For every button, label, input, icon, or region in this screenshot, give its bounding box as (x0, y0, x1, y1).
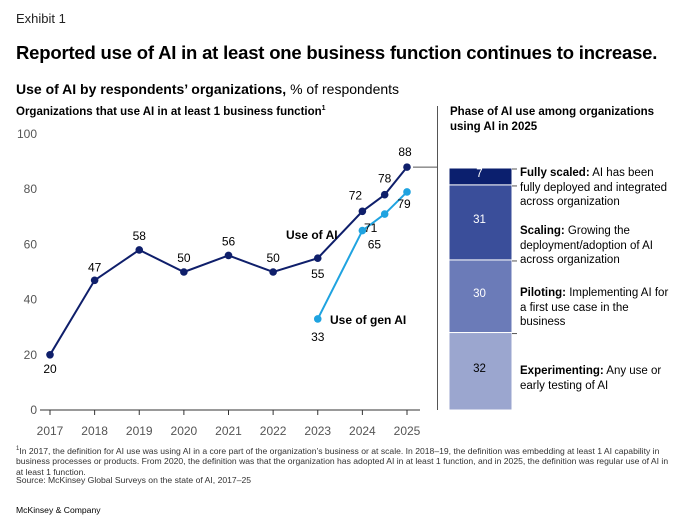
phase-text: Implementing AI for a first use case in … (520, 287, 669, 328)
footnote-number: 1 (16, 446, 20, 452)
phase-name: Piloting: (520, 287, 566, 299)
phase-name: Scaling: (520, 225, 565, 237)
phase-description: Scaling: Growing the deployment/adoption… (520, 224, 670, 268)
y-tick-label: 40 (24, 293, 38, 307)
x-tick-label: 2019 (126, 424, 153, 438)
chart-canvas: 0 20 40 60 80 100 2017 2018 2019 2020 2021 2022 2023… (17, 127, 517, 438)
phase-text: AI has been fully deployed and integrate… (520, 167, 668, 208)
data-label-use-of-ai: 88 (398, 145, 412, 159)
phase-text: Any use or early testing of AI (520, 365, 662, 392)
data-point-use-of-ai (269, 268, 277, 276)
data-point-use-of-ai (224, 251, 233, 260)
source-note: Source: McKinsey Global Surveys on the s… (16, 475, 252, 485)
panel-divider (437, 106, 438, 410)
footnote: 1In 2017, the definition for AI use was … (16, 444, 670, 478)
data-label-use-of-ai: 55 (311, 267, 325, 281)
brand-logo-text: McKinsey & Company (16, 505, 101, 515)
right-panel-heading: Phase of AI use among organizations usin… (450, 106, 655, 133)
phase-description: Piloting: Implementing AI for a first us… (520, 286, 670, 330)
bar-segment-value-label: 32 (473, 363, 486, 376)
subtitle-bold: Use of AI by respondents’ organizations, (16, 81, 287, 97)
data-label-use-of-ai: 50 (266, 251, 280, 265)
left-heading-text: Organizations that use AI in at least 1 … (16, 105, 322, 118)
x-tick-label: 2018 (81, 424, 108, 438)
series-line-use-of-ai (49, 166, 408, 356)
x-tick-label: 2021 (215, 424, 242, 438)
phase-descriptions: Fully scaled: AI has been fully deployed… (520, 166, 670, 393)
data-point-use-of-ai (180, 268, 188, 276)
data-point-use-of-ai (358, 207, 367, 216)
left-panel-heading: Organizations that use AI in at least 1 … (16, 105, 326, 118)
x-tick-label: 2024 (349, 424, 376, 438)
data-label-use-of-ai: 20 (43, 362, 57, 376)
footnote-text: In 2017, the definition for AI use was u… (16, 445, 669, 478)
bar-segment-piloting (448, 259, 513, 334)
data-label-use-of-gen-ai: 71 (364, 221, 378, 235)
series-line-use-of-gen-ai (316, 191, 408, 320)
data-point-use-of-ai (313, 254, 322, 262)
data-label-use-of-gen-ai: 33 (311, 330, 325, 344)
data-label-use-of-ai: 56 (222, 234, 236, 248)
chart-title: Reported use of AI in at least one busin… (16, 42, 658, 63)
bar-segment-value-label: 7 (476, 168, 483, 181)
phase-description: Fully scaled: AI has been fully deployed… (520, 166, 670, 210)
footnote-mark: 1 (321, 105, 326, 112)
exhibit-label: Exhibit 1 (16, 11, 66, 26)
phase-name: Fully scaled: (520, 167, 590, 179)
bar-segment-experimenting (448, 332, 513, 411)
x-tick-label: 2025 (394, 424, 421, 438)
chart-subtitle: Use of AI by respondents’ organizations,… (16, 81, 399, 97)
x-tick-label: 2017 (37, 424, 64, 438)
series-name-use-of-gen-ai: Use of gen AI (330, 313, 406, 327)
x-tick-label: 2022 (260, 424, 287, 438)
data-label-use-of-gen-ai: 79 (397, 197, 411, 211)
y-tick-label: 100 (17, 127, 37, 141)
y-tick-label: 0 (30, 403, 37, 417)
data-point-use-of-gen-ai (380, 210, 389, 218)
bar-segment-value-label: 30 (473, 288, 486, 301)
y-tick-label: 20 (24, 348, 38, 362)
data-label-use-of-ai: 47 (88, 260, 102, 274)
data-label-use-of-gen-ai: 65 (368, 238, 382, 252)
data-label-use-of-ai: 72 (349, 188, 363, 202)
bar-segment-labels: 7 31 30 32 (448, 0, 511, 440)
subtitle-rest: % of respondents (286, 81, 400, 97)
data-label-use-of-ai: 78 (378, 172, 392, 186)
bar-segment-value-label: 31 (473, 214, 486, 227)
data-label-use-of-ai: 50 (177, 251, 191, 265)
data-point-use-of-ai (403, 163, 411, 171)
data-point-use-of-ai (380, 190, 389, 199)
data-point-use-of-gen-ai (403, 188, 411, 196)
phase-description: Experimenting: Any use or early testing … (520, 364, 670, 393)
data-point-use-of-gen-ai (313, 315, 322, 323)
data-point-use-of-ai (90, 276, 99, 285)
phase-text: Growing the deployment/adoption of AI ac… (520, 225, 653, 266)
series-name-use-of-ai: Use of AI (286, 228, 338, 242)
x-tick-label: 2023 (304, 424, 331, 438)
bar-segment-scaling (448, 184, 513, 261)
x-tick-label: 2020 (171, 424, 198, 438)
y-tick-label: 80 (24, 182, 38, 196)
data-point-use-of-ai (46, 351, 54, 359)
data-point-use-of-gen-ai (358, 226, 367, 235)
y-tick-label: 60 (24, 237, 38, 251)
data-point-use-of-ai (135, 246, 144, 254)
phase-name: Experimenting: (520, 365, 604, 377)
data-label-use-of-ai: 58 (133, 229, 147, 243)
